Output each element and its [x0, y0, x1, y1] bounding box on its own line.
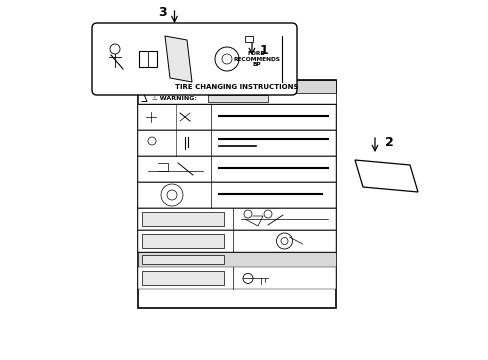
FancyBboxPatch shape [92, 23, 296, 95]
Bar [142, 271, 224, 285]
Bar [138, 252, 335, 267]
Bar [138, 182, 335, 208]
Bar [139, 51, 157, 67]
Bar [142, 255, 224, 264]
Polygon shape [164, 36, 192, 82]
Bar [142, 212, 224, 226]
Text: FORD
RECOMMENDS
BP: FORD RECOMMENDS BP [233, 51, 280, 67]
Text: 3: 3 [158, 5, 166, 18]
Bar [138, 130, 335, 156]
Bar [138, 230, 335, 252]
Text: 1: 1 [259, 44, 268, 57]
Bar [142, 234, 224, 248]
Text: ⚠ WARNING:: ⚠ WARNING: [151, 96, 196, 101]
Bar [138, 156, 335, 182]
Bar [138, 80, 335, 308]
Text: 2: 2 [384, 135, 392, 149]
Text: TIRE CHANGING INSTRUCTIONS: TIRE CHANGING INSTRUCTIONS [175, 84, 298, 90]
Bar [138, 93, 335, 104]
Polygon shape [354, 160, 417, 192]
Bar [138, 267, 335, 289]
Bar [207, 95, 267, 102]
Bar [138, 208, 335, 230]
Bar [138, 80, 335, 93]
Bar [138, 104, 335, 130]
Bar [244, 36, 252, 42]
